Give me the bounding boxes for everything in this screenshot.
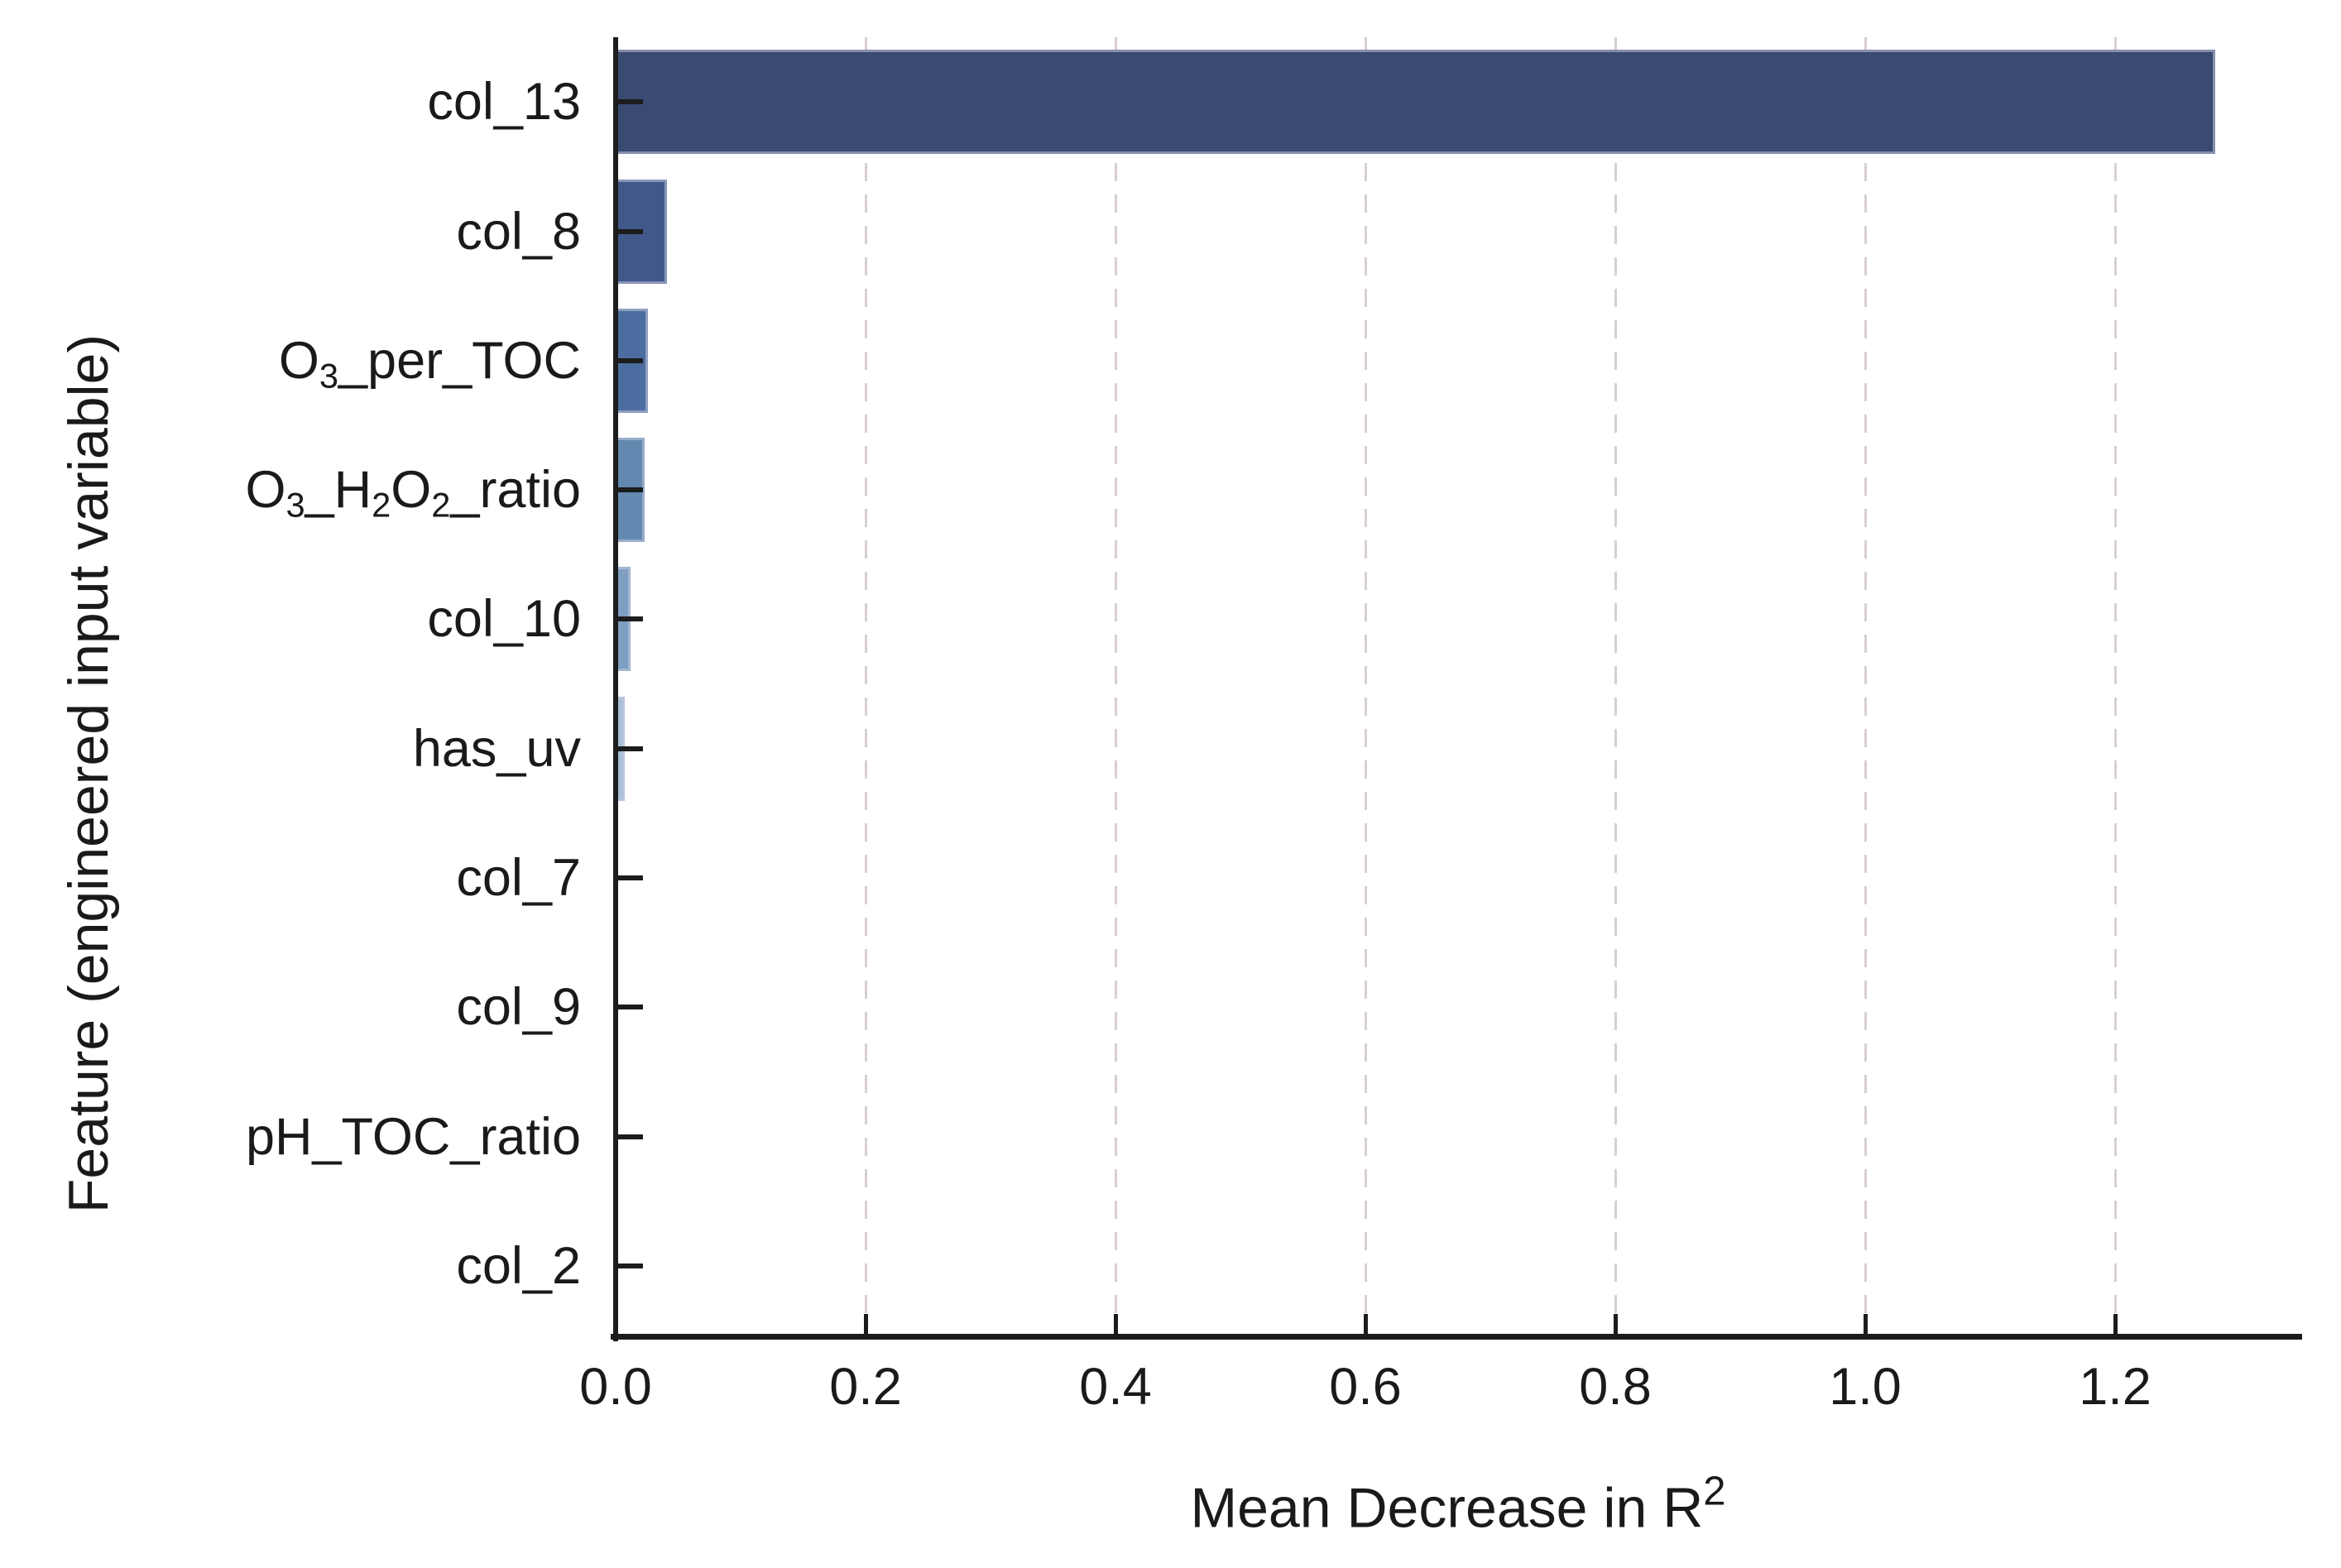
y-tick-label: col_7 xyxy=(456,849,581,907)
y-tick-label: has_uv xyxy=(412,719,581,778)
x-axis-spine xyxy=(611,1334,2302,1340)
subscript: 3 xyxy=(319,356,339,396)
x-tick-mark xyxy=(1363,1314,1368,1334)
gridline xyxy=(864,37,867,1334)
x-tick-label: 0.4 xyxy=(1079,1358,1152,1416)
subscript: 2 xyxy=(431,485,451,525)
y-tick-mark xyxy=(618,357,643,363)
x-tick-label: 0.2 xyxy=(829,1358,902,1416)
x-tick-mark xyxy=(2113,1314,2118,1334)
subscript: 3 xyxy=(285,485,305,525)
gridline xyxy=(1364,37,1367,1334)
x-tick-label: 1.0 xyxy=(1829,1358,1902,1416)
y-axis-title: Feature (engineered input variable) xyxy=(57,333,120,1214)
y-tick-mark xyxy=(618,616,643,622)
superscript: 2 xyxy=(1703,1469,1726,1514)
y-tick-mark xyxy=(618,228,643,234)
y-tick-label: O3_per_TOC xyxy=(278,331,581,396)
x-axis-title: Mean Decrease in R2 xyxy=(1190,1469,1726,1540)
y-tick-label: col_9 xyxy=(456,978,581,1037)
gridline xyxy=(2113,37,2117,1334)
gridline xyxy=(1114,37,1117,1334)
x-tick-label: 0.6 xyxy=(1329,1358,1402,1416)
x-tick-label: 0.8 xyxy=(1579,1358,1652,1416)
y-tick-label: col_2 xyxy=(456,1236,581,1295)
x-tick-mark xyxy=(863,1314,868,1334)
y-axis-spine xyxy=(613,37,618,1341)
bar xyxy=(616,50,2215,155)
subscript: 2 xyxy=(372,485,391,525)
x-tick-mark xyxy=(1113,1314,1118,1334)
x-tick-mark xyxy=(1863,1314,1868,1334)
y-tick-mark xyxy=(618,1263,643,1268)
y-tick-label: pH_TOC_ratio xyxy=(245,1107,581,1166)
x-tick-mark xyxy=(613,1314,618,1334)
y-tick-label: col_10 xyxy=(427,590,581,649)
y-tick-mark xyxy=(618,1005,643,1010)
x-tick-label: 0.0 xyxy=(579,1358,652,1416)
y-tick-label: col_8 xyxy=(456,202,581,261)
x-tick-label: 1.2 xyxy=(2079,1358,2152,1416)
y-tick-label: O3_H2O2_ratio xyxy=(245,461,581,525)
y-tick-mark xyxy=(618,487,643,493)
gridline xyxy=(1614,37,1617,1334)
y-tick-mark xyxy=(618,746,643,751)
y-tick-mark xyxy=(618,1134,643,1139)
y-tick-mark xyxy=(618,99,643,105)
y-tick-label: col_13 xyxy=(427,73,581,132)
gridline xyxy=(1864,37,1867,1334)
y-tick-mark xyxy=(618,875,643,880)
x-tick-mark xyxy=(1613,1314,1618,1334)
